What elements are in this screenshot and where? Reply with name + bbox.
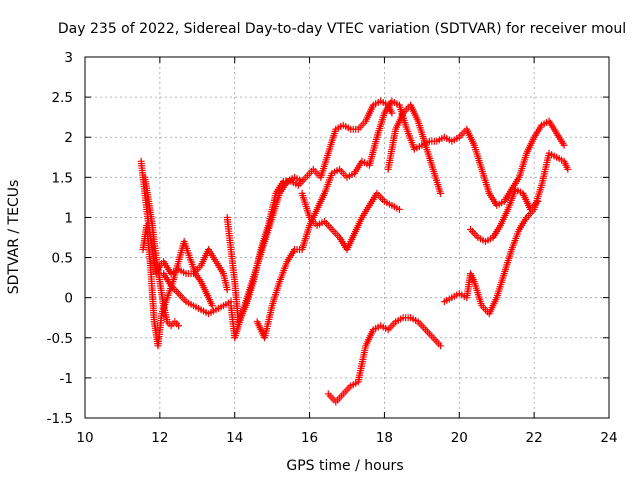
y-tick-label: 3 — [64, 50, 73, 66]
data-point — [564, 165, 572, 173]
y-tick-label: -1 — [60, 371, 73, 387]
series-track-l — [467, 185, 542, 246]
data-point — [437, 189, 445, 197]
data-point — [534, 197, 542, 205]
data-point — [298, 177, 306, 185]
x-tick-label: 14 — [226, 430, 243, 446]
y-tick-label: 2 — [64, 130, 73, 146]
x-tick-label: 22 — [526, 430, 543, 446]
chart-title: Day 235 of 2022, Sidereal Day-to-day VTE… — [58, 21, 626, 37]
y-tick-label: 0 — [64, 291, 73, 307]
series-track-g — [253, 97, 568, 342]
y-tick-label: -0.5 — [47, 331, 73, 347]
y-tick-label: 2.5 — [52, 90, 73, 106]
y-tick-label: -1.5 — [47, 411, 73, 427]
data-point — [388, 109, 396, 117]
x-tick-label: 24 — [600, 430, 617, 446]
series-track-f — [227, 173, 306, 342]
x-tick-label: 12 — [151, 430, 168, 446]
y-tick-label: 1 — [64, 210, 73, 226]
tick-labels: 10 12 14 16 18 20 22 24 -1.5 -1 -0.5 0 0.5 1 1.5 2 2.5 3 — [47, 50, 618, 446]
grid — [85, 57, 609, 418]
x-tick-label: 18 — [376, 430, 393, 446]
series-track-b — [139, 221, 216, 350]
data-point — [175, 322, 183, 330]
x-tick-label: 10 — [76, 430, 93, 446]
y-tick-label: 1.5 — [52, 170, 73, 186]
data-point — [223, 286, 231, 294]
series-track-k — [440, 149, 572, 318]
series-track-h — [298, 189, 403, 254]
x-tick-label: 16 — [301, 430, 318, 446]
axis-ticks — [84, 56, 610, 419]
data-point — [437, 342, 445, 350]
data-points — [137, 97, 572, 406]
data-point — [560, 141, 568, 149]
y-tick-label: 0.5 — [52, 251, 73, 267]
series-track-c — [141, 173, 183, 330]
y-axis-title: SDTVAR / TECUs — [6, 180, 22, 295]
data-point — [395, 205, 403, 213]
x-axis-title: GPS time / hours — [286, 458, 403, 474]
series-track-i — [324, 314, 445, 406]
series-track-d — [160, 270, 235, 318]
data-point — [208, 302, 216, 310]
series-track-j — [384, 101, 445, 197]
plot-frame — [84, 56, 610, 419]
x-tick-label: 20 — [451, 430, 468, 446]
